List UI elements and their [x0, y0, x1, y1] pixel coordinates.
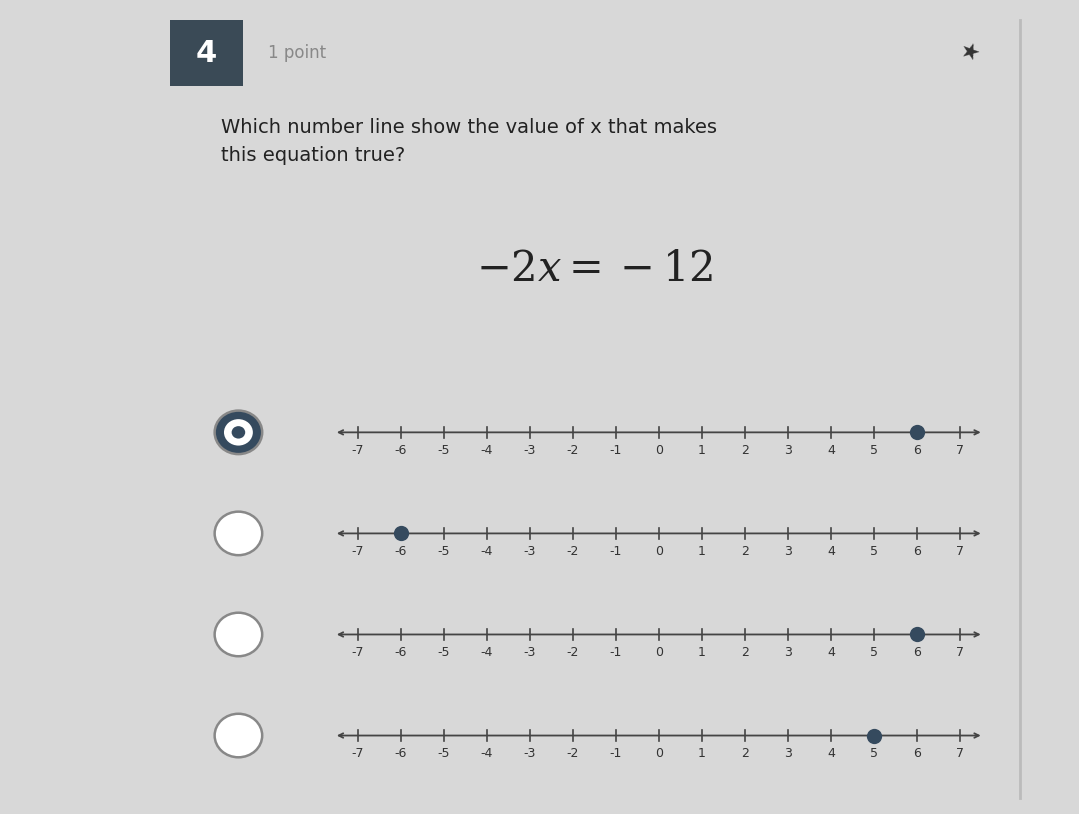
Text: 4: 4	[827, 646, 835, 659]
Circle shape	[224, 419, 252, 445]
Text: -7: -7	[352, 646, 364, 659]
Text: 3: 3	[783, 646, 792, 659]
Text: 7: 7	[956, 747, 964, 760]
Text: 1: 1	[698, 545, 706, 558]
Text: -3: -3	[523, 545, 536, 558]
Text: -5: -5	[437, 545, 450, 558]
Text: -7: -7	[352, 747, 364, 760]
Text: -1: -1	[610, 747, 622, 760]
Text: -6: -6	[395, 444, 407, 457]
Text: 6: 6	[913, 444, 920, 457]
FancyBboxPatch shape	[170, 20, 243, 86]
Text: 3: 3	[783, 747, 792, 760]
Text: 7: 7	[956, 646, 964, 659]
Text: 6: 6	[913, 747, 920, 760]
Text: 5: 5	[870, 444, 878, 457]
Circle shape	[215, 512, 262, 555]
Text: -3: -3	[523, 747, 536, 760]
Circle shape	[215, 714, 262, 757]
Text: 2: 2	[741, 545, 749, 558]
Text: -3: -3	[523, 444, 536, 457]
Text: $-2x = -12$: $-2x = -12$	[477, 248, 713, 290]
Text: -4: -4	[480, 747, 493, 760]
Text: -5: -5	[437, 444, 450, 457]
Text: -4: -4	[480, 444, 493, 457]
Text: 3: 3	[783, 545, 792, 558]
Text: 1: 1	[698, 646, 706, 659]
Text: -2: -2	[566, 444, 579, 457]
Text: -1: -1	[610, 545, 622, 558]
Text: -6: -6	[395, 545, 407, 558]
Text: -1: -1	[610, 444, 622, 457]
Text: 1: 1	[698, 444, 706, 457]
Text: 0: 0	[655, 444, 663, 457]
Text: 1 point: 1 point	[269, 45, 326, 63]
Text: 7: 7	[956, 444, 964, 457]
Text: -5: -5	[437, 747, 450, 760]
Text: 2: 2	[741, 747, 749, 760]
Text: 7: 7	[956, 545, 964, 558]
Text: 4: 4	[827, 444, 835, 457]
Text: ★: ★	[956, 41, 982, 66]
Text: 4: 4	[827, 747, 835, 760]
Text: 5: 5	[870, 545, 878, 558]
Text: -6: -6	[395, 646, 407, 659]
Text: 5: 5	[870, 646, 878, 659]
Text: 4: 4	[196, 39, 217, 68]
Text: -2: -2	[566, 646, 579, 659]
Text: -2: -2	[566, 747, 579, 760]
Circle shape	[232, 427, 245, 439]
Text: -4: -4	[480, 545, 493, 558]
Text: 0: 0	[655, 747, 663, 760]
Text: 0: 0	[655, 646, 663, 659]
Text: Which number line show the value of x that makes
this equation true?: Which number line show the value of x th…	[221, 117, 718, 164]
Text: -1: -1	[610, 646, 622, 659]
Text: 6: 6	[913, 646, 920, 659]
Text: -5: -5	[437, 646, 450, 659]
Text: -4: -4	[480, 646, 493, 659]
Text: -6: -6	[395, 747, 407, 760]
Text: -2: -2	[566, 545, 579, 558]
Text: 1: 1	[698, 747, 706, 760]
Circle shape	[215, 613, 262, 656]
Text: 5: 5	[870, 747, 878, 760]
Text: 0: 0	[655, 545, 663, 558]
Text: -7: -7	[352, 444, 364, 457]
Circle shape	[215, 410, 262, 454]
Text: 3: 3	[783, 444, 792, 457]
Text: -7: -7	[352, 545, 364, 558]
Text: -3: -3	[523, 646, 536, 659]
Text: 6: 6	[913, 545, 920, 558]
Text: 4: 4	[827, 545, 835, 558]
Text: 2: 2	[741, 444, 749, 457]
Text: 2: 2	[741, 646, 749, 659]
